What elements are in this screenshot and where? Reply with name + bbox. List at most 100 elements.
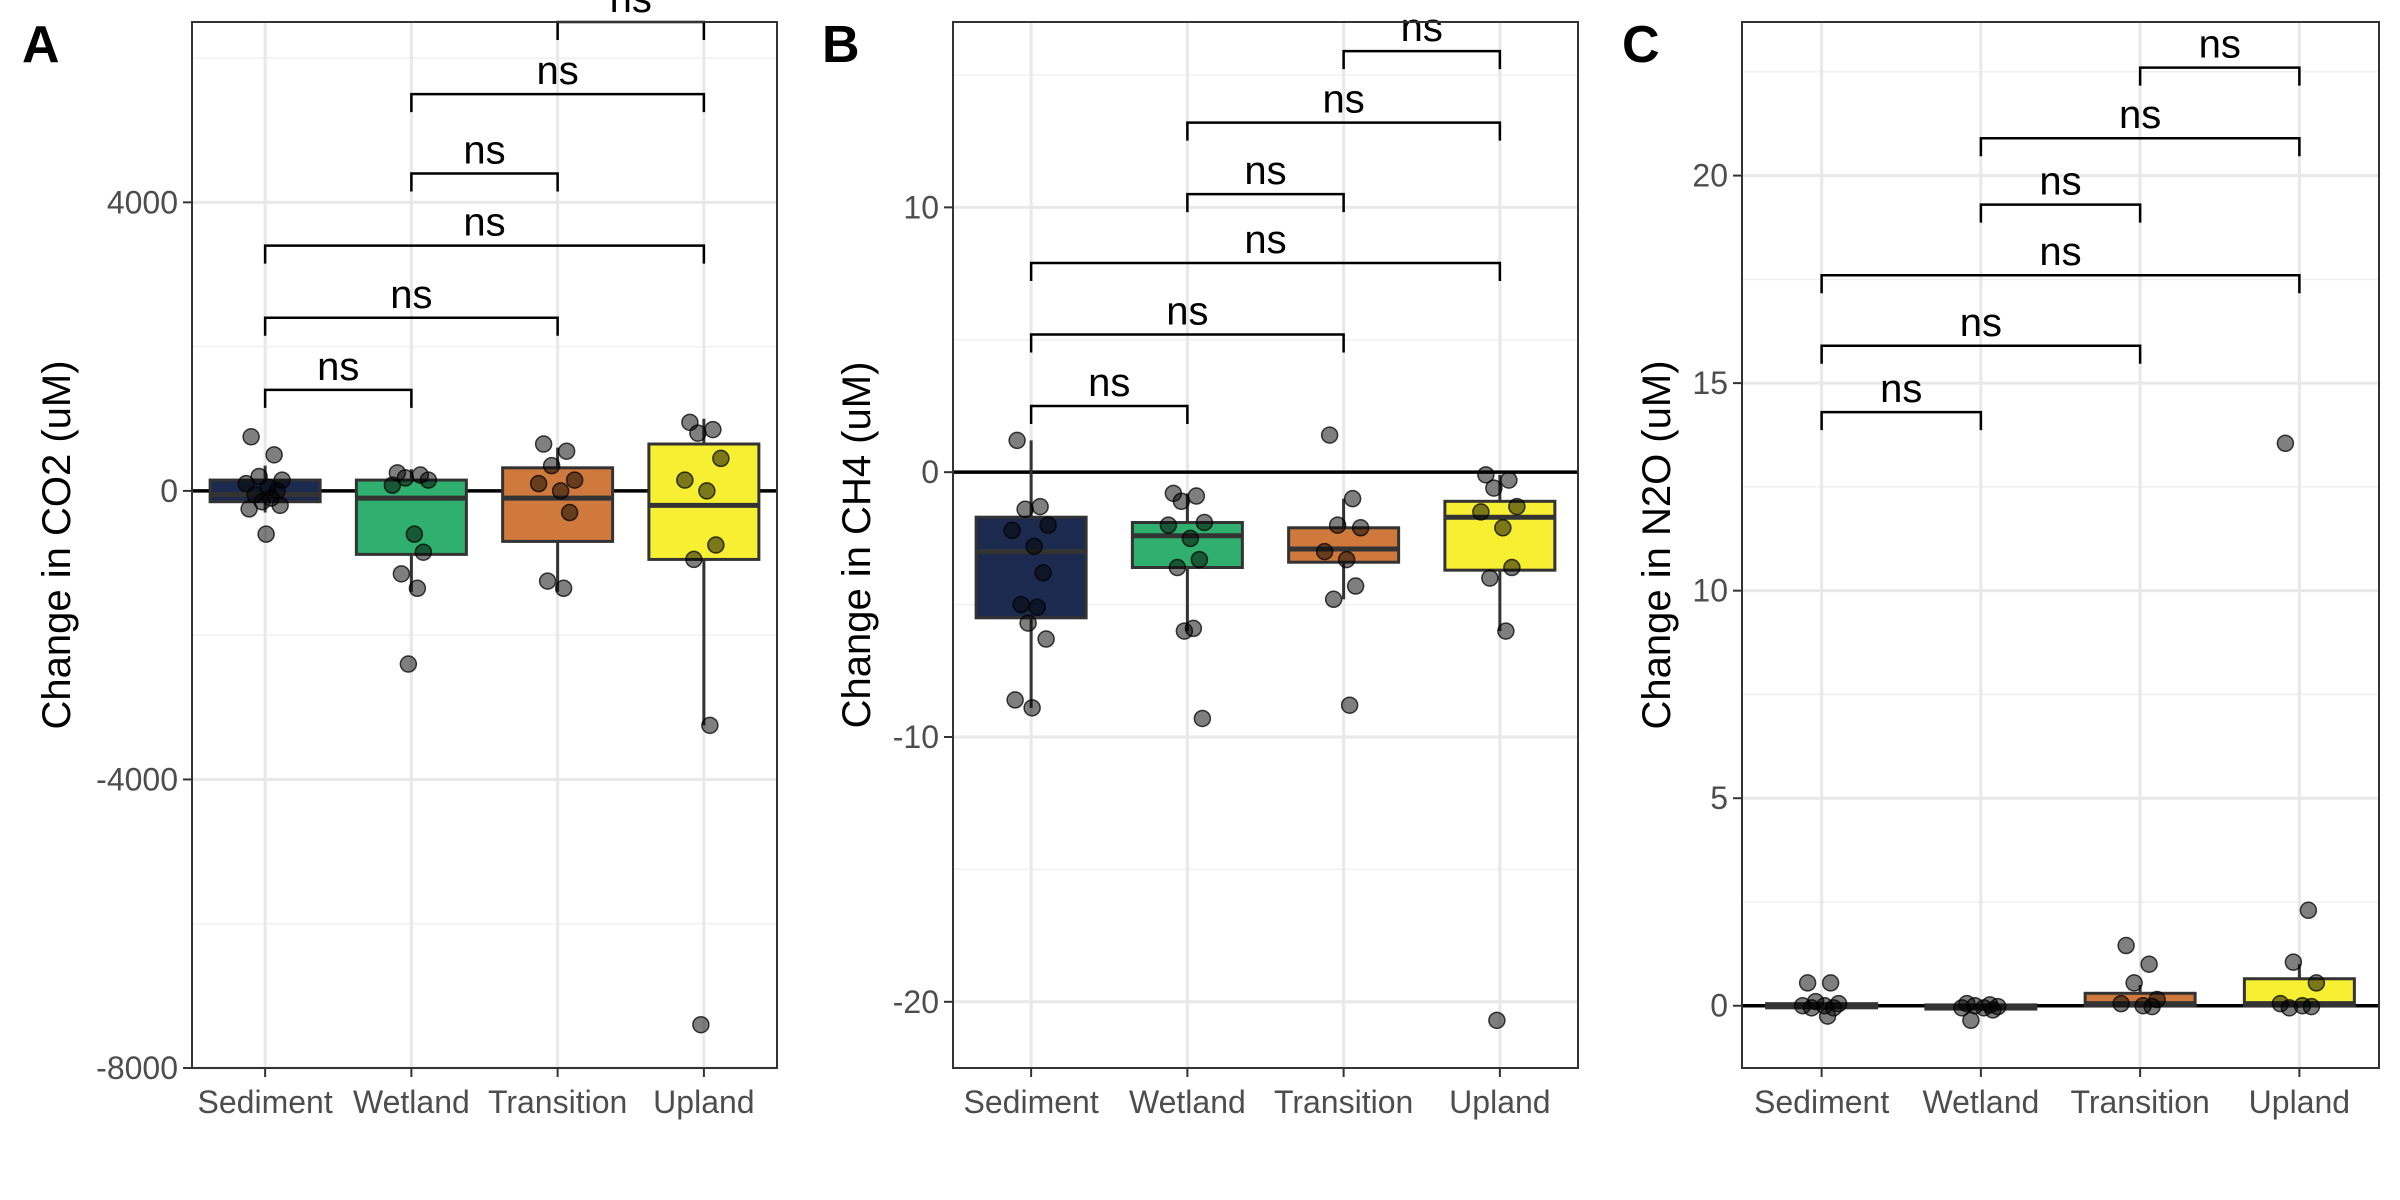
significance-bracket [410, 172, 559, 192]
data-point [551, 482, 570, 500]
data-point [414, 543, 433, 561]
data-point [265, 446, 283, 464]
y-tick-label: 0 [1710, 988, 1728, 1024]
significance-bracket [1820, 273, 2301, 294]
data-point [1962, 1011, 1980, 1030]
data-point [557, 442, 576, 460]
significance-label: ns [2039, 160, 2081, 204]
data-point [1346, 577, 1365, 595]
data-point [698, 482, 716, 500]
box-transition [501, 466, 615, 543]
data-point [1343, 489, 1362, 508]
y-tick-label: 4000 [107, 184, 178, 220]
data-point [707, 536, 725, 554]
y-tick-label: 20 [1692, 158, 1728, 194]
y-axis-title: Change in CH4 (uM) [835, 362, 879, 729]
x-tick-label: Upland [2249, 1084, 2350, 1120]
data-point [1818, 1007, 1837, 1025]
plot-border [952, 21, 1579, 1069]
data-point [1034, 564, 1052, 582]
box-wetland [354, 478, 468, 556]
y-tick-label: 10 [1692, 573, 1728, 609]
data-point [1340, 696, 1359, 714]
x-tick-label: Transition [488, 1084, 627, 1120]
x-tick-label: Wetland [1129, 1084, 1246, 1120]
data-point [1031, 497, 1049, 516]
data-point [1181, 529, 1200, 548]
x-tick-label: Transition [1274, 1084, 1413, 1120]
x-tick-label: Wetland [1922, 1084, 2039, 1120]
data-point [692, 1015, 710, 1034]
box-upland [647, 442, 761, 561]
data-point [538, 572, 557, 590]
significance-label: ns [610, 0, 652, 21]
data-point [1168, 558, 1187, 577]
data-point [2117, 936, 2135, 955]
data-point [1953, 999, 1971, 1017]
data-point [1821, 974, 1840, 992]
data-point [1195, 513, 1214, 532]
data-point [1351, 519, 1370, 537]
significance-label: ns [2199, 23, 2241, 67]
data-point [565, 471, 584, 489]
data-point [2125, 974, 2143, 992]
x-tick-label: Sediment [198, 1084, 333, 1120]
data-point [1337, 550, 1356, 569]
significance-bracket [1820, 410, 1983, 431]
y-tick-label: 0 [160, 473, 178, 509]
data-point [1984, 1001, 2002, 1019]
y-tick-label: -20 [893, 984, 939, 1020]
y-tick-label: -10 [893, 719, 939, 755]
data-point [689, 424, 707, 442]
data-point [1025, 537, 1043, 556]
data-point [704, 420, 722, 439]
y-axis-title: Change in N2O (uM) [1635, 360, 1679, 729]
panel-b: B 10 0 -10 -20 Sediment Wetland Transition Uplan… [822, 6, 1579, 1120]
significance-bracket [410, 92, 706, 113]
data-point [2302, 997, 2321, 1016]
data-point [1175, 622, 1194, 640]
data-point [271, 496, 289, 515]
data-point [2284, 953, 2303, 971]
x-tick-label: Sediment [1754, 1084, 1889, 1120]
data-point [1802, 999, 1821, 1017]
data-point [701, 716, 719, 735]
data-point [2307, 974, 2326, 992]
significance-label: ns [1244, 149, 1286, 193]
x-tick-label: Upland [1449, 1084, 1550, 1120]
significance-bracket [1979, 203, 2142, 223]
plot-background [1742, 22, 2379, 1068]
data-point [1003, 521, 1021, 540]
data-point [2140, 955, 2158, 973]
data-point [1023, 699, 1041, 717]
significance-bracket [1342, 49, 1502, 70]
data-point [2112, 994, 2130, 1013]
data-point [1159, 516, 1178, 534]
data-point [1472, 503, 1490, 521]
significance-label: ns [463, 201, 505, 245]
y-tick-label: 15 [1692, 365, 1728, 401]
significance-label: ns [1088, 361, 1130, 405]
significance-bracket [1029, 404, 1189, 424]
data-point [1193, 709, 1212, 728]
data-point [396, 469, 415, 487]
data-point [1008, 431, 1026, 450]
data-point [1485, 479, 1503, 497]
panel-a: A 4000 0 -4000 -8000 Sediment Wetland Transitio… [22, 0, 778, 1120]
significance-label: ns [1323, 78, 1365, 122]
data-point [554, 579, 573, 598]
panel-letter: A [22, 16, 60, 74]
data-point [1006, 691, 1024, 709]
data-point [529, 474, 548, 493]
significance-label: ns [1244, 218, 1286, 262]
y-tick-label: -4000 [96, 761, 178, 797]
data-point [2276, 434, 2295, 453]
x-tick-label: Sediment [964, 1084, 1099, 1120]
data-point [1012, 595, 1030, 614]
significance-bracket [2138, 66, 2301, 86]
significance-label: ns [1401, 6, 1443, 50]
data-point [1798, 974, 1817, 992]
data-point [676, 471, 694, 489]
data-point [1187, 487, 1206, 505]
